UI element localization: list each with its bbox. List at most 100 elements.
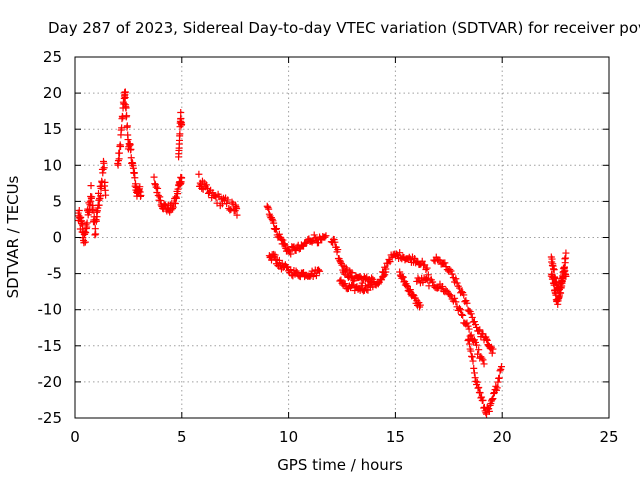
data-point [75,206,83,214]
grid [75,57,609,418]
data-point [455,284,463,292]
x-tick-label: 20 [493,428,512,446]
data-point [97,192,105,200]
data-point [123,112,131,120]
data-point [550,266,558,274]
data-point [337,276,345,284]
data-point [447,267,455,275]
data-point [441,259,449,267]
data-point [131,174,139,182]
x-tick-label: 15 [386,428,405,446]
data-point [474,384,482,392]
data-point [124,136,132,144]
axis-ticks: 0 5 10 15 20 25 -25 -20 -15 -10 -5 0 5 10 15 20 25 [38,48,619,446]
data-point [83,219,91,227]
data-point [478,393,486,401]
data-point [176,130,184,138]
data-point [392,250,400,258]
data-point [281,241,289,249]
data-point [81,228,89,236]
data-point [429,278,437,286]
data-point [156,193,164,201]
data-point [177,109,185,117]
data-point [348,269,356,277]
data-point [548,255,556,263]
data-point [483,336,491,344]
data-point [292,267,300,275]
data-point [275,230,283,238]
data-point [451,294,459,302]
series-arc-15.2-16.2 [396,268,424,311]
data-point [331,238,339,246]
data-point [172,194,180,202]
data-point [488,395,496,403]
data-point [101,178,109,186]
data-point [122,104,130,112]
series-arc-5.8-7.6 [195,170,241,219]
y-tick-label: 20 [43,84,62,102]
data-point [470,364,478,372]
data-point [82,229,90,237]
series-arc-0.2-1.5 [74,157,110,247]
data-point [416,301,424,309]
data-point [310,231,318,239]
data-point [95,201,103,209]
data-point [154,192,162,200]
data-point [473,378,481,386]
data-point [492,382,500,390]
data-point [202,181,210,189]
data-point [211,192,219,200]
y-tick-label: -25 [38,409,63,427]
data-point [223,200,231,208]
data-point [473,341,481,349]
x-tick-label: 10 [279,428,298,446]
data-point [100,164,108,172]
data-point [322,232,330,240]
data-point [150,173,158,181]
data-point [171,200,179,208]
data-point [114,157,122,165]
y-tick-label: 15 [43,120,62,138]
data-point [495,374,503,382]
data-point [337,258,345,266]
data-point [102,191,110,199]
data-point [153,189,161,197]
data-point [396,249,404,257]
data-point [424,271,432,279]
data-point [233,211,241,219]
data-point [91,231,99,239]
data-point [418,257,426,265]
data-point [87,182,95,190]
data-point [406,286,414,294]
series-arc-3.7-5.0 [150,173,186,216]
data-point [470,318,478,326]
series-arc-22.3-23.0-b [547,265,570,308]
data-point [467,347,475,355]
data-point [475,346,483,354]
data-point [452,275,460,283]
data-point [471,374,479,382]
data-point [89,206,97,214]
data-point [224,196,232,204]
data-point [316,267,324,275]
data-point [468,313,476,321]
data-point [277,235,285,243]
data-point [458,311,466,319]
data-point [464,322,472,330]
data-point [137,191,145,199]
y-tick-label: -5 [47,265,62,283]
data-point [315,266,323,274]
data-point [475,384,483,392]
data-point [480,360,488,368]
data-point [438,283,446,291]
data-point [282,263,290,271]
data-point [442,263,450,271]
x-tick-label: 0 [70,428,80,446]
data-point [483,335,491,343]
data-point [463,299,471,307]
data-point [195,170,203,178]
series-arc-12.4-14.6-low [336,268,390,295]
y-axis-label: SDTVAR / TECUs [4,175,22,298]
data-point [270,219,278,227]
